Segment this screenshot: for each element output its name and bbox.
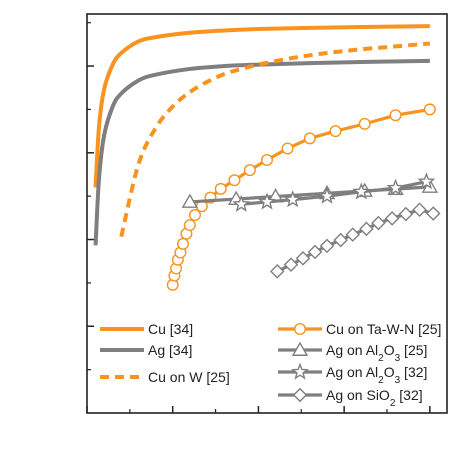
- data-point-diamond: [292, 387, 308, 403]
- data-point-diamond: [283, 257, 299, 272]
- series-line: [93, 24, 430, 188]
- data-point-diamond: [359, 221, 374, 237]
- series-line: [93, 58, 430, 246]
- plot-frame: [86, 13, 448, 414]
- data-point-circle: [281, 142, 294, 155]
- data-point-circle: [261, 154, 274, 167]
- series-2: [119, 41, 431, 238]
- data-point-star: [352, 182, 371, 200]
- data-point-circle: [188, 208, 201, 221]
- series-0: [93, 24, 430, 188]
- legend-label: Ag on Al2O3 [32]: [326, 364, 427, 386]
- legend-label: Ag on SiO2 [32]: [326, 387, 423, 409]
- series-line: [119, 41, 431, 238]
- data-point-circle: [228, 174, 241, 187]
- data-point-circle: [176, 237, 189, 250]
- data-point-star: [291, 362, 309, 380]
- data-point-star: [318, 186, 336, 204]
- data-point-diamond: [333, 232, 349, 248]
- data-point-triangle: [181, 193, 199, 208]
- legend-label: Cu on W [25]: [148, 369, 230, 385]
- data-point-star: [283, 190, 302, 208]
- data-point-star: [417, 172, 436, 190]
- data-point-circle: [423, 103, 436, 116]
- data-point-diamond: [412, 202, 427, 218]
- legend: Cu [34] Ag [34] Cu on W [25] Cu on Ta-W-N […: [100, 321, 441, 409]
- legend-label: Ag on Al2O3 [25]: [326, 342, 427, 364]
- data-point-star: [258, 192, 276, 210]
- data-point-diamond: [319, 238, 335, 254]
- data-point-triangle: [291, 341, 309, 356]
- data-point-circle: [183, 219, 196, 232]
- data-point-diamond: [345, 227, 361, 242]
- series-5: [232, 172, 436, 212]
- data-point-star: [232, 194, 251, 212]
- data-point-circle: [389, 109, 402, 122]
- data-point-diamond: [307, 244, 323, 260]
- legend-label: Ag [34]: [148, 342, 192, 358]
- data-point-circle: [294, 323, 307, 336]
- series-3: [166, 103, 436, 291]
- series-6: [269, 202, 441, 279]
- data-point-circle: [303, 132, 316, 145]
- data-point-diamond: [384, 211, 400, 226]
- data-point-circle: [358, 117, 371, 130]
- data-point-circle: [329, 125, 342, 138]
- data-point-diamond: [425, 206, 441, 221]
- data-point-diamond: [295, 251, 311, 266]
- series-1: [93, 58, 430, 246]
- data-point-diamond: [371, 215, 386, 231]
- data-point-circle: [214, 182, 227, 195]
- legend-label: Cu [34]: [148, 321, 193, 337]
- data-point-star: [386, 178, 405, 196]
- data-point-diamond: [269, 264, 285, 279]
- legend-label: Cu on Ta-W-N [25]: [326, 321, 441, 337]
- data-point-circle: [243, 164, 256, 177]
- data-point-diamond: [398, 206, 414, 222]
